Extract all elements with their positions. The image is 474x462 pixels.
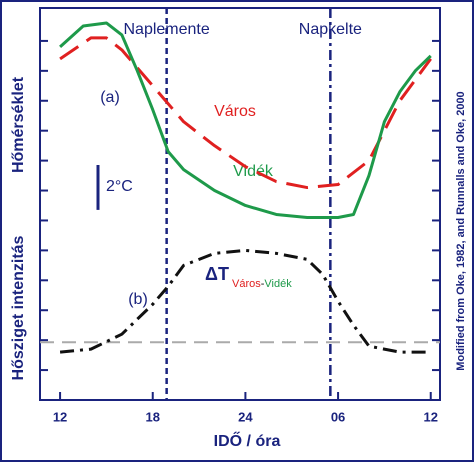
x-tick-label: 06 xyxy=(331,409,345,424)
subscript-part: Város xyxy=(232,278,261,290)
delta-subscript: Város-Vidék xyxy=(232,278,292,290)
subscript-part: Vidék xyxy=(264,278,292,290)
x-tick-label: 24 xyxy=(238,409,253,424)
event-label: Napkelte xyxy=(299,21,362,38)
source-note: Modified from Oke, 1982, and Runnalls an… xyxy=(455,91,467,370)
x-tick-label: 18 xyxy=(146,409,160,424)
y-axis-label: Hőmérséklet xyxy=(10,76,27,173)
subscript-part: - xyxy=(261,278,265,290)
series-label: Város xyxy=(214,103,256,120)
y-axis-label: Hősziget intenzitás xyxy=(10,235,27,380)
plot-frame xyxy=(39,7,441,401)
event-label: Naplemente xyxy=(124,21,210,38)
panel-label: (b) xyxy=(128,291,148,308)
x-axis-label: IDŐ / óra xyxy=(214,431,281,450)
x-tick-label: 12 xyxy=(53,409,67,424)
series-line xyxy=(59,248,431,354)
delta-label: ΔT xyxy=(205,264,229,284)
series-line xyxy=(59,21,432,219)
panel-label: (a) xyxy=(100,89,120,106)
scale-bar-label: 2°C xyxy=(106,178,133,195)
series-line xyxy=(59,36,432,190)
x-tick-label: 12 xyxy=(423,409,437,424)
